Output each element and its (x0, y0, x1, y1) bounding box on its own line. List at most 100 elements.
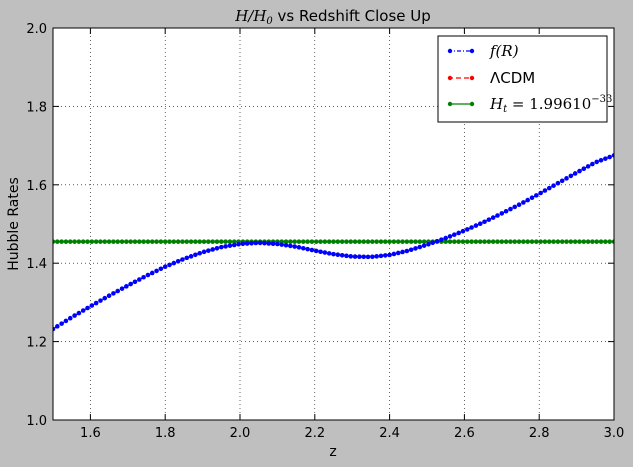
series-fr-point (365, 254, 371, 260)
series-fr-point (426, 241, 431, 247)
series-ht-point (145, 239, 151, 244)
series-fr-point (231, 242, 237, 248)
series-fr-point (124, 284, 129, 289)
series-fr-point (374, 254, 379, 259)
x-tick-label: 3.0 (604, 426, 625, 441)
legend-marker-ht-1 (447, 101, 453, 107)
series-ht-point (171, 239, 177, 244)
series-ht-point (590, 239, 595, 244)
series-ht-point (288, 239, 293, 244)
x-axis-label: z (329, 444, 336, 460)
x-tick-label: 1.8 (155, 426, 176, 441)
series-ht-point (370, 239, 375, 244)
y-tick-label: 1.2 (26, 336, 47, 351)
series-fr-point (292, 244, 297, 249)
series-fr-point (318, 249, 323, 255)
series-ht-point (413, 239, 418, 244)
series-ht-point (201, 239, 207, 244)
series-fr-point (443, 235, 449, 241)
x-tick-label: 2.4 (379, 426, 400, 441)
legend-marker-fr-2 (469, 48, 475, 54)
series-fr-point (598, 157, 604, 163)
series-ht-point (313, 239, 319, 244)
series-fr-point (538, 190, 543, 196)
y-tick-label: 1.0 (26, 414, 47, 429)
legend-box (437, 35, 608, 123)
series-fr-point (115, 288, 121, 294)
series-ht-point (395, 239, 401, 244)
series-fr-point (76, 310, 82, 316)
series-fr-point (132, 279, 138, 285)
series-fr-point (119, 286, 125, 291)
series-fr-point (236, 241, 241, 247)
series-ht-point (210, 239, 215, 244)
series-ht-point (141, 239, 146, 244)
legend-ht-eq: = 1.99610 (507, 95, 591, 113)
series-fr-point (611, 153, 614, 158)
series-ht-point (85, 239, 90, 244)
x-tick-label: 1.6 (80, 426, 101, 441)
series-ht-point (167, 239, 172, 244)
series-fr-point (257, 240, 263, 246)
series-fr-point (89, 303, 95, 308)
series-fr-point (387, 252, 392, 258)
series-ht-point (357, 239, 362, 244)
series-ht-point (309, 239, 315, 244)
series-fr-point (227, 243, 233, 248)
legend-label-fr: f(R) (489, 42, 519, 60)
series-ht-point (499, 239, 505, 244)
series-ht-point (546, 239, 552, 244)
series-fr-point (603, 156, 608, 161)
series-ht-point (382, 239, 388, 244)
series-fr-point (93, 300, 99, 306)
series-ht-point (72, 239, 77, 244)
series-ht-point (154, 239, 159, 244)
series-fr-point (516, 202, 522, 208)
series-fr-point (456, 230, 461, 236)
series-ht-point (452, 239, 457, 244)
legend-ht-main: H (489, 95, 504, 113)
chart-title: H/H0 vs Redshift Close Up (234, 7, 431, 27)
series-fr-point (382, 253, 388, 258)
series-fr-point (499, 211, 505, 216)
series-ht-point (443, 239, 449, 244)
series-fr-point (137, 277, 142, 282)
series-ht-point (98, 239, 103, 244)
series-fr-point (370, 254, 375, 260)
series-fr-point (469, 225, 474, 230)
series-ht-point (322, 239, 328, 244)
series-fr-point (296, 245, 302, 250)
series-fr-point (395, 250, 401, 256)
series-fr-point (102, 295, 108, 301)
legend-marker-ht-2 (469, 101, 475, 107)
series-fr-point (167, 262, 172, 268)
series-fr-point (559, 178, 565, 184)
series-ht-point (577, 239, 582, 244)
series-fr-point (434, 238, 440, 244)
grid (53, 28, 614, 420)
series-fr-point (72, 313, 77, 318)
series-fr-point (188, 254, 194, 259)
series-ht-point (331, 239, 336, 244)
series-fr-point (98, 298, 103, 303)
series-fr-point (171, 260, 177, 266)
series-fr-point (80, 308, 86, 313)
series-fr-point (249, 240, 254, 246)
series-fr-point (53, 326, 56, 332)
series-ht-point (572, 239, 578, 244)
series-fr-point (534, 193, 539, 198)
series-fr-point (512, 204, 518, 210)
series-ht-point (59, 239, 64, 244)
series-ht-point (344, 239, 349, 244)
series-fr-point (447, 234, 453, 239)
series-fr-point (577, 168, 582, 174)
series-ht-point (490, 239, 496, 244)
series-fr-point (400, 249, 405, 255)
series-fr-point (404, 248, 410, 254)
series-ht-point (525, 239, 530, 244)
series-ht-point (473, 239, 479, 244)
series-fr-point (270, 241, 276, 247)
series-fr-point (300, 245, 306, 251)
series-fr-point (568, 173, 574, 179)
